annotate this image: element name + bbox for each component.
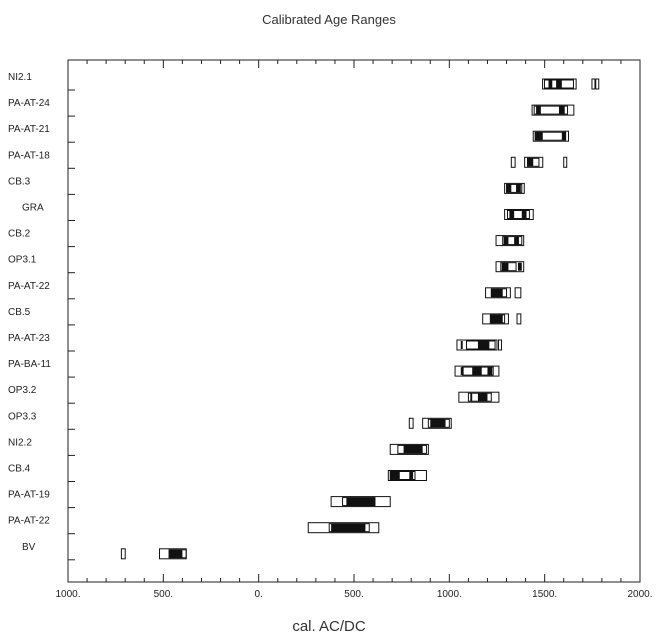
range-core — [501, 262, 509, 271]
outlier-range — [563, 156, 568, 168]
range-core — [409, 471, 414, 480]
x-tick-label: 1000. — [55, 589, 80, 600]
range-core — [477, 341, 490, 349]
range-68-bar — [502, 236, 523, 246]
range-core — [536, 106, 541, 115]
y-tick-label: PA-AT-22 — [8, 281, 50, 292]
range-core — [503, 236, 509, 245]
y-tick-label: CB.2 — [8, 229, 31, 240]
y-tick-label: NI2.1 — [8, 72, 32, 83]
y-tick-label: NI2.2 — [8, 437, 32, 448]
range-core — [430, 419, 446, 428]
range-core — [535, 132, 543, 141]
x-tick-label: 1500. — [532, 589, 557, 600]
outlier-range — [595, 78, 600, 90]
y-tick-label: CB.3 — [8, 176, 31, 187]
x-axis: 1000. 500. 0. 500. 1000. 1500. 2000. — [55, 60, 653, 600]
x-axis-label: cal. AC/DC — [292, 618, 366, 635]
range-95-bar — [532, 130, 570, 142]
y-tick-label: PA-AT-23 — [8, 333, 50, 344]
range-95-bar — [495, 261, 525, 273]
outlier-range — [510, 156, 516, 168]
y-tick-label: OP3.3 — [8, 411, 37, 422]
range-core — [390, 471, 400, 480]
range-core — [487, 367, 493, 376]
range-core — [527, 158, 534, 167]
range-95-bar — [387, 470, 427, 481]
y-tick-label: OP3.2 — [8, 385, 37, 396]
range-core — [460, 341, 463, 349]
chart-title: Calibrated Age Ranges — [262, 12, 396, 27]
range-core — [548, 80, 553, 88]
sample-rows — [120, 78, 600, 560]
range-core — [514, 236, 519, 245]
y-tick-label: BV — [22, 542, 36, 553]
range-core — [477, 393, 488, 402]
y-tick-label: CB.5 — [8, 307, 31, 318]
outlier-range — [516, 313, 522, 325]
range-95-bar — [531, 104, 575, 116]
y-tick-label: OP3.1 — [8, 255, 37, 266]
y-tick-label: GRA — [22, 203, 44, 214]
range-core — [331, 523, 366, 532]
range-68-bar — [533, 105, 569, 115]
range-core — [517, 262, 522, 271]
range-95-bar — [524, 156, 544, 168]
range-core — [491, 288, 503, 297]
range-95-bar — [504, 182, 525, 194]
x-tick-label: 2000. — [627, 589, 652, 600]
x-tick-label: 500. — [344, 589, 363, 600]
range-core — [169, 549, 183, 558]
range-core — [403, 445, 423, 454]
range-95-bar — [456, 339, 498, 351]
range-core — [470, 393, 473, 402]
y-tick-label: PA-AT-22 — [8, 516, 50, 527]
y-axis-labels: NI2.1 PA-AT-24 PA-AT-21 PA-AT-18 CB.3 GRA CB.2… — [8, 72, 75, 561]
y-tick-label: PA-AT-21 — [8, 124, 50, 135]
y-tick-label: PA-AT-24 — [8, 98, 50, 109]
y-tick-label: PA-BA-11 — [8, 359, 51, 370]
range-core — [460, 367, 464, 376]
outlier-range — [120, 548, 126, 560]
x-tick-label: 1000. — [437, 589, 462, 600]
range-core — [506, 184, 512, 193]
range-core — [346, 497, 375, 506]
outlier-range — [498, 339, 503, 351]
range-core — [509, 210, 515, 219]
range-core — [516, 184, 521, 193]
y-tick-label: CB.4 — [8, 464, 31, 475]
y-tick-label: PA-AT-18 — [8, 150, 50, 161]
outlier-range — [591, 78, 596, 90]
x-tick-label: 0. — [254, 589, 262, 600]
range-68-bar — [506, 210, 530, 219]
outlier-range — [408, 417, 414, 429]
outlier-range — [514, 287, 522, 299]
range-core — [472, 367, 482, 376]
range-95-bar — [495, 235, 525, 247]
range-95-bar — [504, 209, 534, 220]
range-core — [556, 80, 562, 88]
range-core — [558, 106, 565, 115]
x-tick-label: 500. — [154, 589, 173, 600]
range-core — [490, 314, 503, 323]
range-core — [561, 132, 566, 141]
range-core — [521, 210, 527, 219]
y-tick-label: PA-AT-19 — [8, 490, 50, 501]
